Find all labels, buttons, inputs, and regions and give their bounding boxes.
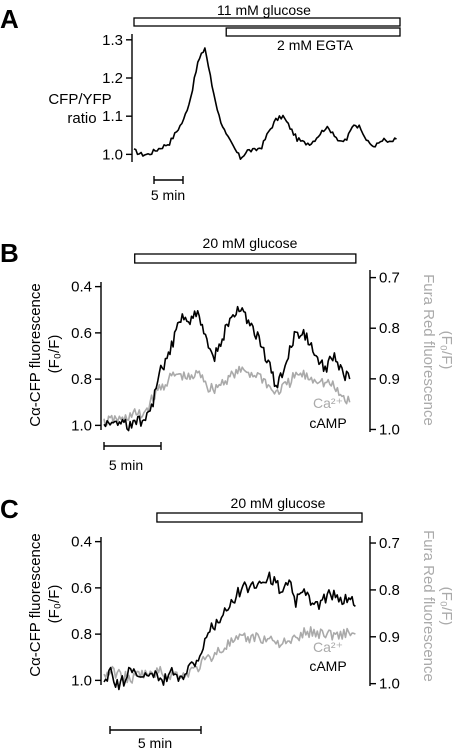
y-tick-label: 0.8 — [71, 626, 92, 643]
legend-camp: cAMP — [309, 658, 346, 674]
panel-b: B Cα-CFP fluorescence (F₀/F) Fura Red fl… — [0, 235, 452, 473]
y2-tick-label: 0.7 — [379, 535, 400, 552]
y-tick-label: 0.4 — [71, 534, 92, 551]
panel-c: C Cα-CFP fluorescence (F₀/F) Fura Red fl… — [0, 494, 452, 751]
y-tick-label: 1.3 — [102, 32, 123, 49]
camp-trace — [133, 47, 397, 160]
y2-axis-title-line2: (F₀/F) — [438, 587, 452, 626]
panel-letter: A — [0, 4, 19, 34]
panel-letter: B — [0, 238, 19, 268]
y-tick-label: 1.0 — [71, 417, 92, 434]
legend-camp: cAMP — [309, 415, 346, 431]
y-tick-label: 1.0 — [71, 672, 92, 689]
treatment-bar — [156, 512, 363, 523]
y2-axis-title-line1: Fura Red fluorescence — [420, 274, 437, 426]
treatment-bar — [134, 253, 357, 264]
y2-axis-title-line1: Fura Red fluorescence — [420, 530, 437, 682]
y2-tick-label: 0.8 — [379, 582, 400, 599]
treatment-bar — [133, 17, 401, 27]
treatment-label-glucose: 20 mM glucose — [231, 495, 326, 511]
y-tick-label: 1.1 — [102, 108, 123, 125]
legend-ca: Ca²⁺ — [313, 395, 343, 411]
y2-axis-title-line2: (F₀/F) — [438, 331, 452, 370]
scale-bar-label: 5 min — [151, 187, 185, 203]
scale-bar-label: 5 min — [109, 457, 143, 473]
y2-tick-label: 0.9 — [379, 629, 400, 646]
y-tick-label: 0.4 — [71, 279, 92, 296]
treatment-bar — [225, 27, 401, 37]
y-tick-label: 1.0 — [102, 146, 123, 163]
camp-trace — [103, 571, 356, 691]
y-axis-title-line2: ratio — [67, 110, 96, 127]
y-tick-label: 0.6 — [71, 580, 92, 597]
legend-ca: Ca²⁺ — [313, 639, 343, 655]
y-tick-label: 1.2 — [102, 70, 123, 87]
ca-trace — [103, 626, 356, 684]
y-axis-title-line1: CFP/YFP — [48, 91, 111, 108]
y-axis-title-line2: (F₀/F) — [46, 585, 63, 624]
camp-trace — [103, 305, 351, 432]
y2-tick-label: 1.0 — [379, 421, 400, 438]
panel-letter: C — [0, 494, 19, 524]
treatment-label-glucose: 20 mM glucose — [203, 235, 298, 251]
treatment-label-glucose: 11 mM glucose — [217, 2, 311, 18]
panel-a: A CFP/YFP ratio 1.0 1.1 1.2 1.3 5 min 11 mM… — [0, 2, 401, 203]
y-axis-title-line2: (F₀/F) — [46, 335, 63, 374]
scale-bar-label: 5 min — [138, 735, 172, 751]
y-axis-title-line1: Cα-CFP fluorescence — [27, 283, 44, 426]
y-tick-label: 0.8 — [71, 371, 92, 388]
y-axis-title-line1: Cα-CFP fluorescence — [27, 533, 44, 676]
ca-trace — [103, 365, 351, 428]
treatment-label-egta: 2 mM EGTA — [277, 37, 354, 53]
y2-tick-label: 1.0 — [379, 676, 400, 693]
y2-tick-label: 0.9 — [379, 371, 400, 388]
y2-tick-label: 0.8 — [379, 320, 400, 337]
y2-tick-label: 0.7 — [379, 270, 400, 287]
y-tick-label: 0.6 — [71, 325, 92, 342]
